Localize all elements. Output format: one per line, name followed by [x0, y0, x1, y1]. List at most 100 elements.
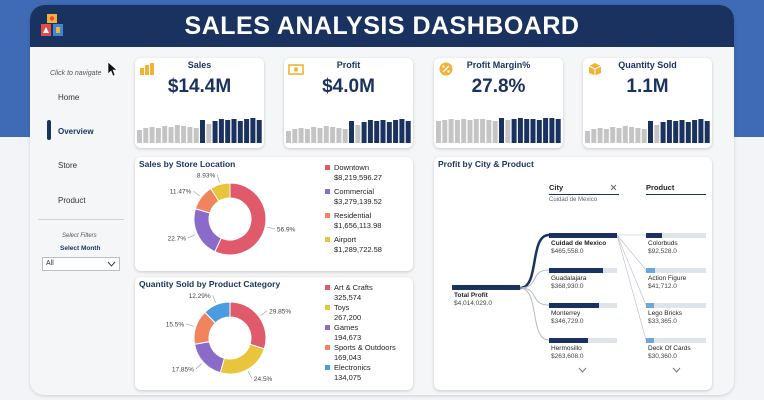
legend-value: $8,219,596.27 — [334, 173, 382, 182]
clear-filter-icon[interactable] — [610, 184, 617, 191]
legend-value: $1,656,113.98 — [334, 221, 382, 230]
legend-name: Games — [334, 323, 359, 332]
quantity-trend-bars — [585, 119, 710, 143]
product-bar — [646, 303, 655, 308]
trend-bar — [454, 120, 460, 143]
product-header-underline — [646, 194, 706, 195]
trend-bar — [237, 121, 243, 143]
percent-icon — [439, 62, 453, 76]
legend-name: Commercial — [334, 187, 375, 196]
product-bar-track — [646, 338, 706, 343]
sidebar-item-home[interactable]: Home — [58, 93, 80, 102]
total-profit-label: Total Profit — [454, 292, 488, 299]
legend-name: Art & Crafts — [334, 283, 373, 292]
header: SALES ANALYSIS DASHBOARD — [30, 5, 734, 47]
sidebar-item-overview[interactable]: Overview — [58, 127, 94, 136]
trend-bar — [492, 121, 498, 143]
cash-icon — [288, 64, 304, 75]
total-profit-bar — [452, 285, 520, 290]
product-bar-track — [646, 268, 706, 273]
legend-value: $1,289,722.58 — [334, 245, 382, 254]
trend-bar — [648, 121, 653, 143]
trend-bar — [317, 128, 323, 143]
category-quantity-card: Quantity Sold by Product Category 29.85%… — [135, 277, 413, 390]
store-donut-chart: 56.9% 22.7% 11.47% 8.93% — [168, 172, 296, 256]
sidebar-item-store[interactable]: Store — [58, 161, 78, 170]
kpi-value-profit: $4.0M — [322, 76, 375, 97]
trend-bar — [174, 125, 180, 143]
trend-bar — [536, 120, 542, 143]
trend-bar — [666, 120, 672, 143]
trend-bar — [505, 120, 511, 143]
kpi-label-sales: Sales — [187, 60, 212, 70]
legend-swatch — [325, 345, 330, 350]
donut-slice-label: 22.7% — [168, 235, 187, 242]
tree-link — [519, 269, 550, 289]
sidebar-divider — [38, 219, 124, 220]
legend-swatch — [325, 165, 330, 170]
trend-bar — [622, 126, 628, 143]
legend-name: Toys — [334, 303, 350, 312]
legend-value: 134,075 — [334, 373, 362, 382]
trend-bar — [461, 119, 467, 143]
profit-trend-bars — [286, 119, 411, 143]
product-value: $30,360.0 — [648, 353, 677, 360]
city-bar — [549, 303, 600, 308]
trend-bar — [442, 120, 448, 143]
page-title: SALES ANALYSIS DASHBOARD — [184, 12, 580, 40]
trend-bar — [692, 120, 698, 143]
legend-swatch — [325, 285, 330, 290]
legend-swatch — [325, 365, 330, 370]
donut-slice-label: 56.9% — [277, 226, 296, 233]
product-name: Action Figure — [648, 275, 687, 282]
kpi-card-sales: Sales $14.4M — [135, 58, 264, 148]
legend-value: 194,673 — [334, 333, 362, 342]
trend-bar — [181, 126, 187, 143]
trend-bar — [629, 127, 635, 143]
product-value: $41,712.0 — [648, 283, 677, 290]
donut-leader-line — [193, 190, 200, 197]
sidebar: Click to navigate Home Overview Store Pr… — [30, 47, 128, 395]
trend-bar — [603, 129, 609, 143]
trend-bar — [256, 120, 262, 143]
donut-slice-label: 29.85% — [269, 308, 291, 315]
chevron-down-icon — [107, 261, 116, 267]
donut-slice-label: 11.47% — [170, 189, 192, 196]
month-filter-label: Select Month — [60, 245, 101, 252]
city-name: Hermosillo — [551, 345, 582, 352]
donut-slice — [193, 341, 225, 374]
city-value: $346,729.0 — [551, 318, 584, 325]
trend-bar — [342, 129, 348, 143]
legend-name: Downtown — [334, 163, 370, 172]
kpi-value-profit-margin: 27.8% — [471, 76, 526, 97]
mouse-pointer-icon — [107, 61, 118, 77]
donut-slice — [210, 182, 231, 202]
city-column-header[interactable]: City — [549, 183, 564, 192]
donut-slice-label: 12.29% — [189, 293, 211, 300]
product-value: $92,528.0 — [648, 248, 677, 255]
product-name: Colorbuds — [648, 240, 678, 247]
donut-slice — [193, 208, 222, 253]
trend-bar — [549, 118, 555, 143]
legend-name: Sports & Outdoors — [334, 343, 396, 352]
legend-name: Airport — [334, 235, 357, 244]
trend-bar — [499, 118, 504, 143]
city-bar — [549, 268, 603, 273]
product-bar — [646, 233, 662, 238]
trend-bar — [323, 126, 329, 143]
product-scroll-chevron-icon[interactable] — [672, 367, 681, 373]
sidebar-item-product[interactable]: Product — [58, 196, 86, 205]
trend-bar — [361, 122, 367, 143]
trend-bar — [660, 122, 666, 143]
trend-bar — [610, 127, 616, 143]
product-name: Lego Bricks — [648, 310, 682, 317]
product-column-header[interactable]: Product — [646, 183, 675, 192]
active-nav-indicator — [47, 120, 51, 140]
trend-bar — [311, 127, 317, 143]
city-header-underline — [549, 194, 619, 195]
month-dropdown[interactable]: All — [42, 257, 120, 271]
city-scroll-chevron-icon[interactable] — [578, 367, 587, 373]
tree-link — [519, 287, 550, 341]
donut-slice-label: 24.5% — [254, 376, 273, 383]
product-bar — [646, 268, 656, 273]
